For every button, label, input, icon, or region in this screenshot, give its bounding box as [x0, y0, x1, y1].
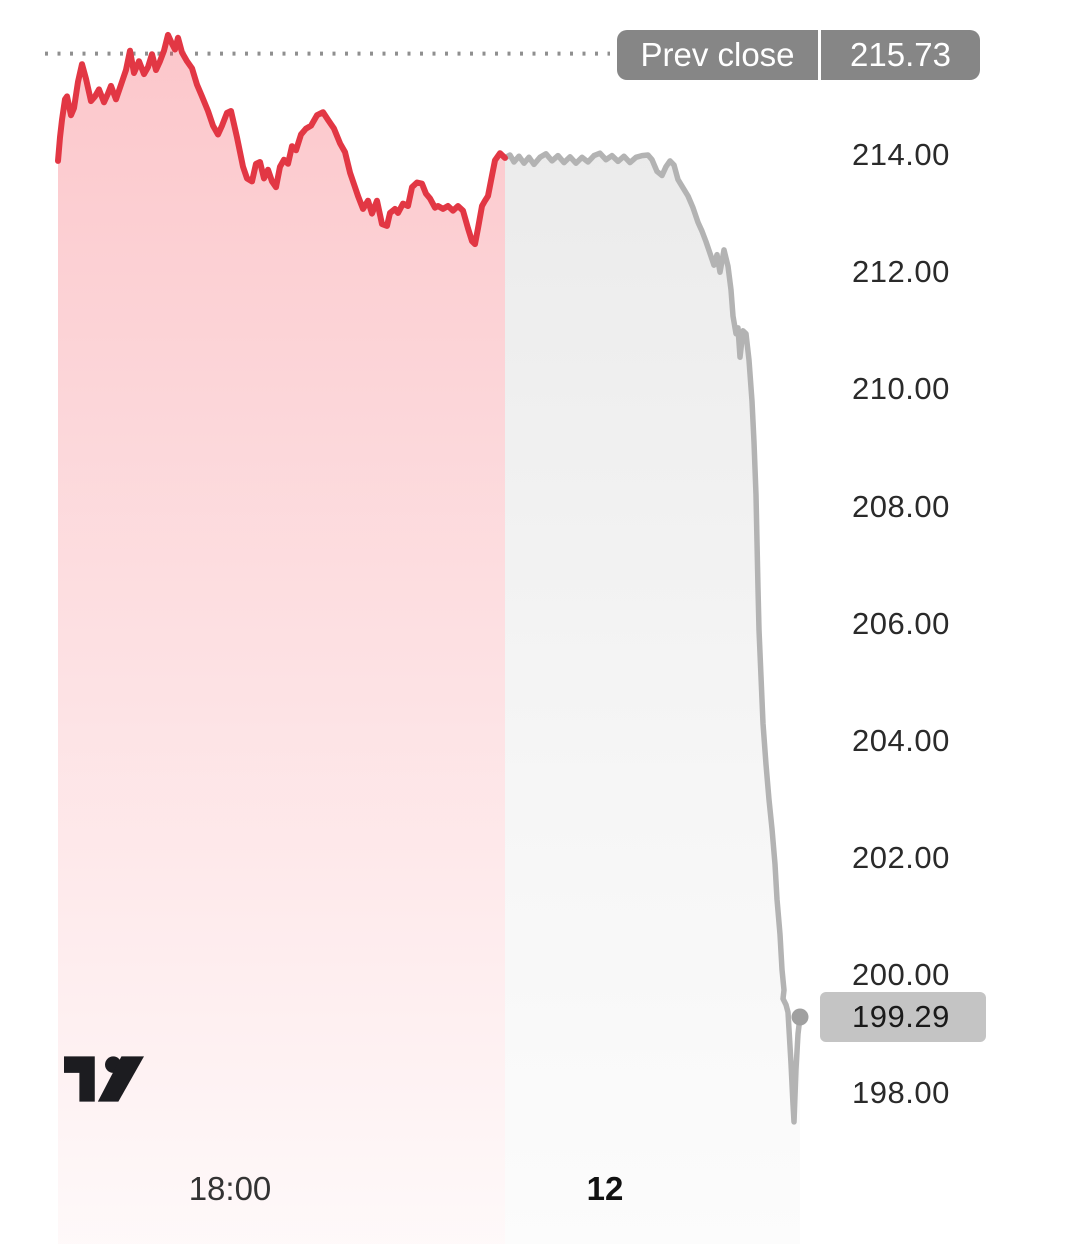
prev-close-label: Prev close: [617, 30, 818, 80]
x-axis: 18:00 12: [0, 1170, 1080, 1210]
last-price-badge[interactable]: 199.29: [820, 992, 986, 1042]
last-price-dot: [791, 1008, 809, 1026]
prev-close-badge[interactable]: Prev close 215.73: [617, 30, 980, 80]
after-hours-session-area: [505, 153, 800, 1244]
last-price-value: 199.29: [852, 999, 950, 1034]
after-hours-session-line: [502, 150, 803, 1125]
tradingview-logo-icon[interactable]: [64, 1056, 144, 1102]
prev-close-value: 215.73: [821, 30, 980, 80]
x-axis-label-day: 12: [586, 1170, 624, 1207]
x-axis-label-time: 18:00: [188, 1170, 272, 1207]
regular-session-area: [58, 34, 505, 1244]
regular-session-line: [55, 31, 508, 248]
